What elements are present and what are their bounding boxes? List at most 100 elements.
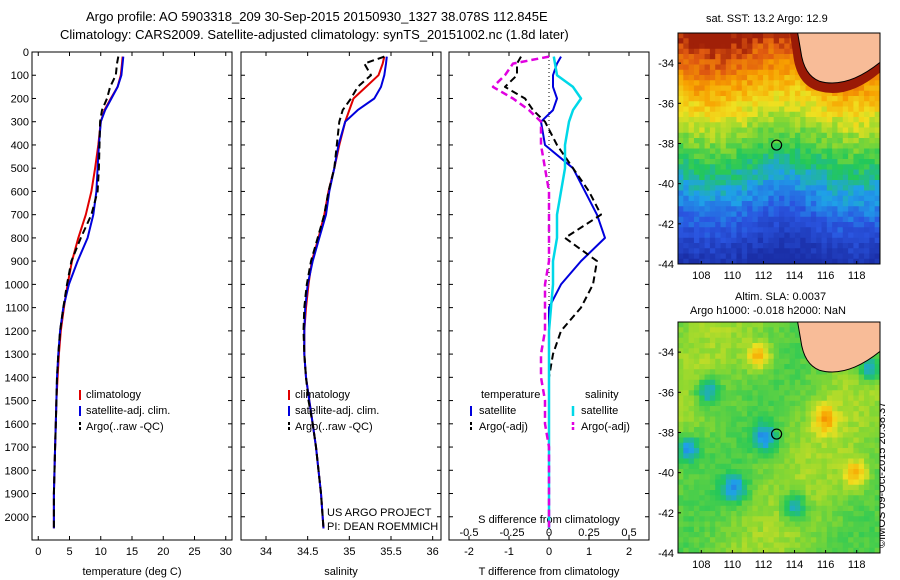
legend-title-salinity: salinity bbox=[585, 389, 619, 401]
y-tick-label: 1300 bbox=[5, 349, 29, 361]
legend-label: satellite bbox=[581, 405, 618, 417]
y-tick-label: 600 bbox=[11, 186, 29, 198]
figure-subtitle: Climatology: CARS2009. Satellite-adjuste… bbox=[60, 27, 569, 42]
legend-label: Argo(..raw -QC) bbox=[295, 421, 373, 433]
lon-tick-label: 118 bbox=[848, 559, 866, 571]
x-tick-label: 30 bbox=[220, 546, 232, 558]
y-tick-label: 1600 bbox=[5, 419, 29, 431]
lon-tick-label: 118 bbox=[848, 270, 866, 282]
plot-frame bbox=[31, 51, 233, 541]
x-tick-label: 0 bbox=[546, 546, 552, 558]
sla-map: -34 -36 -38 -40 -42 -44 108 110 112 114 116 118 bbox=[658, 321, 881, 571]
land-australia bbox=[797, 322, 880, 373]
salinity-tick-label: 0.5 bbox=[621, 527, 636, 539]
sla-map-subtitle: Argo h1000: -0.018 h2000: NaN bbox=[690, 305, 846, 317]
x-axis-label: salinity bbox=[324, 566, 358, 578]
map-frame bbox=[677, 32, 881, 265]
sla-map-title: Altim. SLA: 0.0037 bbox=[735, 291, 827, 303]
x-tick-label: 20 bbox=[157, 546, 169, 558]
y-tick-label: 500 bbox=[11, 163, 29, 175]
map-field bbox=[678, 322, 880, 553]
series-line-salinity-argo-adj- bbox=[491, 55, 551, 529]
lat-tick-label: -44 bbox=[658, 548, 674, 560]
x-tick-label: 34.5 bbox=[297, 546, 318, 558]
lon-tick-label: 112 bbox=[755, 270, 773, 282]
salinity-tick-label: -0.25 bbox=[499, 527, 524, 539]
y-tick-label: 2000 bbox=[5, 512, 29, 524]
x-tick-label: 5 bbox=[66, 546, 72, 558]
y-tick-label: 1700 bbox=[5, 442, 29, 454]
x-tick-label: 1 bbox=[586, 546, 592, 558]
legend-label: satellite-adj. clim. bbox=[295, 405, 379, 417]
map-field bbox=[678, 33, 880, 264]
legend-label: climatology bbox=[295, 389, 351, 401]
argo-position-marker bbox=[770, 428, 783, 440]
lat-tick-label: -38 bbox=[658, 427, 674, 439]
salinity-tick-label: 0 bbox=[546, 527, 552, 539]
lon-tick-label: 112 bbox=[755, 559, 773, 571]
lon-tick-label: 108 bbox=[692, 270, 710, 282]
x-tick-label: -1 bbox=[504, 546, 514, 558]
y-tick-label: 800 bbox=[11, 233, 29, 245]
sst-map-title: sat. SST: 13.2 Argo: 12.9 bbox=[706, 13, 828, 25]
legend-label: Argo(-adj) bbox=[581, 421, 630, 433]
x-tick-label: 10 bbox=[95, 546, 107, 558]
legend-label: Argo(..raw -QC) bbox=[86, 421, 164, 433]
profile-panel-2: 34 34.5 35 35.5 36 salinity climatology satelli… bbox=[240, 51, 442, 578]
lon-tick-label: 110 bbox=[724, 270, 742, 282]
series-group bbox=[52, 56, 125, 529]
y-tick-label: 0 bbox=[23, 47, 29, 59]
lat-tick-label: -36 bbox=[658, 387, 674, 399]
lat-tick-label: -38 bbox=[658, 138, 674, 150]
series-group bbox=[302, 55, 388, 529]
y-tick-label: 700 bbox=[11, 210, 29, 222]
y-tick-label: 1100 bbox=[5, 303, 29, 315]
lon-tick-label: 114 bbox=[786, 559, 804, 571]
y-tick-label: 1200 bbox=[5, 326, 29, 338]
land-australia bbox=[797, 33, 880, 84]
salinity-tick-label: 0.25 bbox=[578, 527, 599, 539]
lat-tick-label: -40 bbox=[658, 468, 674, 480]
annotation-project: US ARGO PROJECT bbox=[327, 507, 432, 519]
y-tick-label: 1800 bbox=[5, 465, 29, 477]
y-tick-label: 900 bbox=[11, 256, 29, 268]
lat-tick-label: -42 bbox=[658, 219, 674, 231]
y-tick-label: 1400 bbox=[5, 372, 29, 384]
series-group bbox=[491, 55, 606, 529]
lon-tick-label: 114 bbox=[786, 270, 804, 282]
x-tick-label: 34 bbox=[260, 546, 272, 558]
legend-label: Argo(-adj) bbox=[479, 421, 528, 433]
annotation-pi: PI: DEAN ROEMMICH bbox=[327, 521, 438, 533]
x-tick-label: -2 bbox=[464, 546, 474, 558]
lat-tick-label: -40 bbox=[658, 179, 674, 191]
x-tick-label: 2 bbox=[626, 546, 632, 558]
y-tick-label: 100 bbox=[11, 70, 29, 82]
profile-panel-3: -2 -1 0 1 2 T difference from climatology -0.5… bbox=[448, 51, 650, 578]
y-tick-label: 1900 bbox=[5, 489, 29, 501]
sst-map: -34 -36 -38 -40 -42 -44 108 110 112 114 116 118 bbox=[658, 32, 881, 282]
map-frame bbox=[677, 321, 881, 554]
argo-position-marker bbox=[770, 139, 783, 151]
legend-label: satellite bbox=[479, 405, 516, 417]
salinity-tick-label: -0.5 bbox=[460, 527, 479, 539]
y-tick-label: 1000 bbox=[5, 279, 29, 291]
lat-tick-label: -34 bbox=[658, 347, 674, 359]
x-tick-label: 15 bbox=[126, 546, 138, 558]
x-tick-label: 0 bbox=[35, 546, 41, 558]
y-tick-label: 1500 bbox=[5, 396, 29, 408]
series-line-argo-raw-qc- bbox=[302, 55, 385, 529]
lat-tick-label: -36 bbox=[658, 98, 674, 110]
legend-label: climatology bbox=[86, 389, 142, 401]
x-tick-label: 25 bbox=[188, 546, 200, 558]
series-line-salinity-satellite bbox=[547, 56, 583, 529]
figure-title: Argo profile: AO 5903318_209 30-Sep-2015… bbox=[86, 9, 548, 24]
legend-label: satellite-adj. clim. bbox=[86, 405, 170, 417]
legend-title-temperature: temperature bbox=[481, 389, 540, 401]
lon-tick-label: 108 bbox=[692, 559, 710, 571]
x-axis-label: temperature (deg C) bbox=[82, 566, 181, 578]
y-tick-label: 400 bbox=[11, 140, 29, 152]
lon-tick-label: 116 bbox=[817, 270, 835, 282]
lat-tick-label: -34 bbox=[658, 58, 674, 70]
profile-panel-1: 0100200300400500600700800900100011001200… bbox=[5, 47, 233, 578]
